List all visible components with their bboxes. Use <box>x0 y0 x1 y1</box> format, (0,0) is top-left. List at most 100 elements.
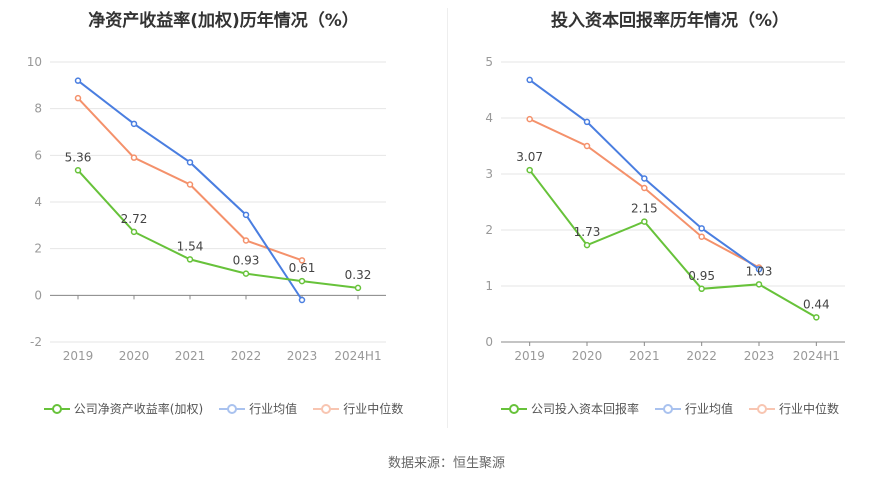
data-point-median <box>698 233 705 240</box>
legend-average-icon <box>219 403 246 415</box>
data-source-note: 数据来源：恒生聚源 <box>387 456 505 471</box>
y-tick-label: 2 <box>485 223 493 237</box>
data-point-company <box>813 314 820 321</box>
x-tick-label: 2021 <box>175 349 206 363</box>
x-tick-label: 2020 <box>572 349 603 363</box>
series-line-average <box>529 79 760 271</box>
series-line-company <box>528 169 817 319</box>
x-tick-label: 2019 <box>63 349 94 363</box>
chart-legend: 公司净资产收益率(加权) 行业均值 行业中位数 <box>0 400 447 417</box>
legend-label: 行业中位数 <box>779 402 840 416</box>
y-tick-label: 0 <box>485 335 493 349</box>
data-label: 1.73 <box>574 225 601 239</box>
x-tick-label: 2024H1 <box>334 349 381 363</box>
data-point-company <box>698 285 705 293</box>
data-point-median <box>74 94 82 102</box>
legend-item-company[interactable]: 公司投入资本回报率 <box>500 400 639 417</box>
data-label: 0.95 <box>688 269 715 283</box>
y-tick-label: 4 <box>34 195 42 209</box>
data-point-median <box>130 154 138 161</box>
roic-chart-panel: 投入资本回报率历年情况（%） 0 1 2 3 4 5 2019 2020 2021 2022 202… <box>447 0 893 430</box>
roe-line-chart: -2 0 2 4 6 8 10 2019 2020 2021 2022 2023 2024H1 5.36 2… <box>27 55 386 363</box>
data-point-average <box>130 120 138 128</box>
data-point-median <box>298 257 306 264</box>
data-label: 2.72 <box>121 212 148 226</box>
chart-legend: 公司投入资本回报率 行业均值 行业中位数 <box>447 400 893 417</box>
y-tick-label: 1 <box>485 279 493 293</box>
x-tick-label: 2019 <box>514 349 545 363</box>
data-point-company <box>130 228 138 236</box>
data-point-average <box>186 159 194 166</box>
y-tick-label: 6 <box>34 148 42 162</box>
y-tick-label: 5 <box>485 55 493 69</box>
data-label: 3.07 <box>516 150 543 164</box>
data-label: 2.15 <box>631 202 658 216</box>
data-point-company <box>583 241 591 249</box>
data-label: 0.44 <box>803 297 830 311</box>
legend-item-median[interactable]: 行业中位数 <box>749 400 839 417</box>
data-point-median <box>641 184 648 192</box>
roe-chart-panel: 净资产收益率(加权)历年情况（%） -2 0 2 4 6 8 10 2019 2020 2021 2… <box>0 0 447 430</box>
series-line-average <box>77 79 303 301</box>
legend-item-median[interactable]: 行业中位数 <box>313 400 403 417</box>
legend-item-company[interactable]: 公司净资产收益率(加权) <box>43 400 204 417</box>
data-point-company <box>242 270 250 277</box>
data-point-median <box>526 115 533 123</box>
y-tick-label: 0 <box>34 288 42 302</box>
data-point-average <box>298 296 306 304</box>
x-tick-label: 2022 <box>686 349 717 363</box>
legend-median-icon <box>313 403 340 415</box>
y-tick-label: 4 <box>485 111 493 125</box>
panel-divider <box>447 8 448 428</box>
legend-company-icon <box>500 403 527 415</box>
data-point-average <box>526 76 533 84</box>
legend-label: 行业均值 <box>249 402 298 416</box>
legend-item-average[interactable]: 行业均值 <box>654 400 733 417</box>
data-point-company <box>641 218 648 225</box>
data-point-median <box>583 142 591 150</box>
data-point-average <box>74 77 82 84</box>
chart-title: 投入资本回报率历年情况（%） <box>550 11 790 31</box>
legend-label: 公司净资产收益率(加权) <box>73 402 204 416</box>
legend-company-icon <box>43 403 70 415</box>
data-point-company <box>526 166 533 174</box>
data-point-average <box>641 175 648 182</box>
x-tick-label: 2021 <box>629 349 660 363</box>
chart-title: 净资产收益率(加权)历年情况（%） <box>88 11 359 31</box>
x-tick-label: 2020 <box>119 349 150 363</box>
x-tick-label: 2023 <box>287 349 318 363</box>
x-tick-label: 2023 <box>744 349 775 363</box>
data-point-company <box>755 281 763 288</box>
y-tick-label: 10 <box>27 55 42 69</box>
data-point-median <box>186 181 194 188</box>
data-point-average <box>583 118 591 126</box>
data-point-company <box>298 277 306 285</box>
data-label: 1.54 <box>177 239 204 253</box>
data-point-company <box>186 256 194 263</box>
legend-label: 公司投入资本回报率 <box>530 402 639 416</box>
data-point-average <box>242 211 250 219</box>
y-tick-label: 2 <box>34 242 42 256</box>
series-line-median <box>77 97 303 262</box>
data-label: 1.03 <box>746 264 773 278</box>
data-point-average <box>755 265 763 273</box>
legend-item-average[interactable]: 行业均值 <box>219 400 297 417</box>
data-label: 0.93 <box>233 254 260 268</box>
data-point-company <box>74 167 82 174</box>
data-label: 0.61 <box>289 261 316 275</box>
data-label: 0.32 <box>345 268 372 282</box>
data-label: 5.36 <box>65 150 92 164</box>
series-line-company <box>77 169 359 289</box>
x-tick-label: 2024H1 <box>793 349 840 363</box>
x-tick-label: 2022 <box>231 349 262 363</box>
y-tick-label: 8 <box>34 102 42 116</box>
roic-line-chart: 0 1 2 3 4 5 2019 2020 2021 2022 2023 2024H1 3.07 1.73… <box>485 55 845 363</box>
data-point-average <box>698 225 705 232</box>
y-tick-label: -2 <box>30 335 42 349</box>
legend-label: 行业中位数 <box>343 402 404 416</box>
legend-label: 行业均值 <box>684 402 733 416</box>
legend-average-icon <box>654 403 681 415</box>
legend-median-icon <box>749 403 775 415</box>
data-point-median <box>242 237 250 244</box>
data-point-company <box>354 284 362 292</box>
